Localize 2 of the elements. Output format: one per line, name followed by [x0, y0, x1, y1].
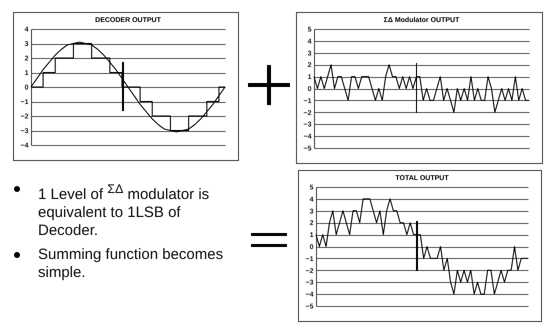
text: Summing function becomes simple. — [38, 246, 224, 281]
text: 1 Level of $^{ΣΔ}$ modulator is equivalent to 1LSB of Decoder. — [38, 182, 210, 239]
